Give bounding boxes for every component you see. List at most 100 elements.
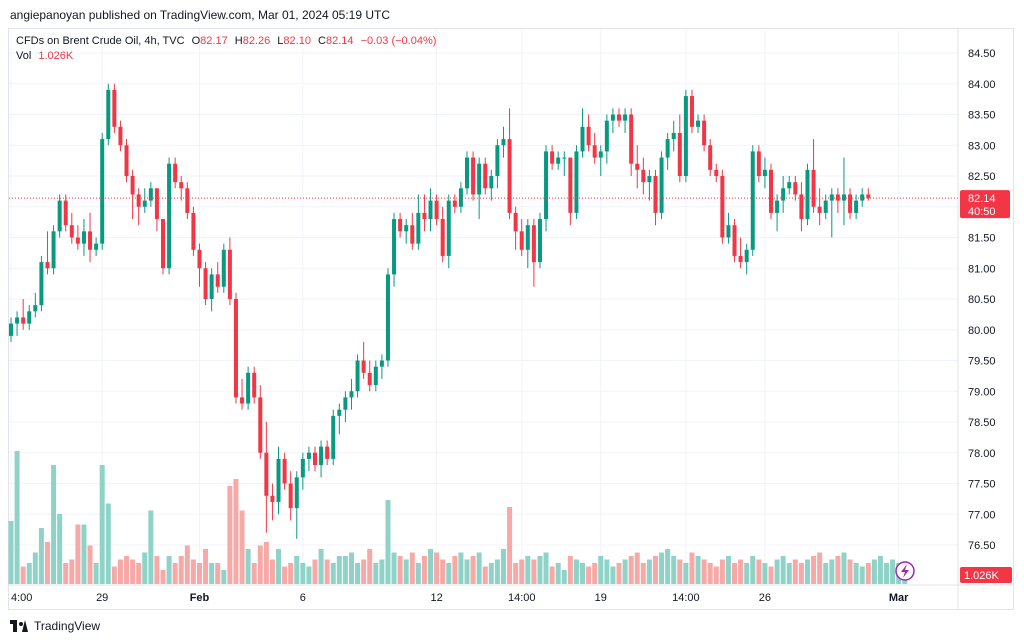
candle-body[interactable] [598, 151, 603, 158]
candle-body[interactable] [57, 200, 62, 232]
candle-body[interactable] [258, 397, 263, 453]
candle-body[interactable] [45, 262, 50, 269]
candle-body[interactable] [270, 495, 275, 502]
candle-body[interactable] [507, 139, 512, 213]
candle-body[interactable] [136, 194, 141, 207]
candle-body[interactable] [276, 458, 281, 502]
candle-body[interactable] [647, 176, 652, 183]
candle-body[interactable] [848, 194, 853, 213]
candle-body[interactable] [106, 89, 111, 140]
candle-body[interactable] [738, 255, 743, 263]
candle-body[interactable] [75, 237, 80, 244]
candle-body[interactable] [708, 145, 713, 170]
candle-body[interactable] [592, 145, 597, 158]
candle-body[interactable] [799, 194, 804, 220]
candle-body[interactable] [805, 169, 810, 220]
candle-body[interactable] [550, 151, 555, 164]
candle-body[interactable] [27, 311, 32, 324]
candle-body[interactable] [416, 212, 421, 244]
candle-body[interactable] [781, 188, 786, 201]
candle-body[interactable] [720, 176, 725, 238]
candle-body[interactable] [349, 391, 354, 398]
candle-body[interactable] [629, 114, 634, 164]
candle-body[interactable] [379, 360, 384, 367]
candle-body[interactable] [33, 305, 38, 312]
candle-body[interactable] [227, 249, 232, 299]
candle-body[interactable] [531, 225, 536, 263]
candle-body[interactable] [829, 194, 834, 201]
candle-body[interactable] [197, 249, 202, 269]
candle-body[interactable] [81, 231, 86, 244]
candle-body[interactable] [544, 151, 549, 220]
candle-body[interactable] [501, 139, 506, 146]
candle-body[interactable] [51, 231, 56, 269]
candle-body[interactable] [325, 446, 330, 459]
candle-body[interactable] [744, 249, 749, 263]
candle-body[interactable] [446, 200, 451, 256]
candle-body[interactable] [21, 317, 26, 324]
candle-body[interactable] [519, 231, 524, 250]
candle-body[interactable] [282, 458, 287, 484]
candle-body[interactable] [331, 415, 336, 459]
candle-body[interactable] [756, 151, 761, 176]
candle-body[interactable] [154, 188, 159, 220]
candle-body[interactable] [860, 194, 865, 201]
candle-body[interactable] [525, 225, 530, 250]
candle-body[interactable] [161, 219, 165, 269]
candle-body[interactable] [118, 126, 123, 146]
candle-body[interactable] [696, 120, 701, 127]
candle-body[interactable] [866, 194, 871, 199]
candle-body[interactable] [9, 323, 13, 336]
candle-body[interactable] [148, 188, 153, 201]
candle-body[interactable] [94, 243, 99, 250]
candle-body[interactable] [300, 458, 305, 478]
candle-body[interactable] [112, 89, 117, 127]
candle-body[interactable] [385, 274, 390, 361]
candle-body[interactable] [665, 139, 670, 158]
candle-body[interactable] [313, 452, 317, 466]
candle-body[interactable] [215, 274, 220, 287]
candle-body[interactable] [130, 176, 135, 195]
candle-body[interactable] [88, 231, 93, 250]
candle-body[interactable] [568, 157, 573, 213]
candle-body[interactable] [434, 200, 439, 220]
candle-body[interactable] [185, 188, 190, 213]
tradingview-brand[interactable]: TradingView [10, 619, 100, 633]
candle-body[interactable] [702, 120, 707, 146]
symbol-label[interactable]: CFDs on Brent Crude Oil, 4h, TVC [16, 35, 185, 47]
candle-body[interactable] [689, 96, 694, 127]
candle-body[interactable] [361, 360, 366, 373]
volume-label[interactable]: Vol [16, 50, 32, 62]
candle-body[interactable] [854, 200, 859, 213]
candle-body[interactable] [471, 157, 476, 195]
candle-body[interactable] [252, 372, 257, 398]
candle-body[interactable] [404, 225, 409, 232]
candle-body[interactable] [458, 188, 463, 207]
candle-body[interactable] [562, 157, 567, 159]
candle-body[interactable] [671, 132, 676, 140]
candle-body[interactable] [240, 397, 245, 404]
candle-body[interactable] [440, 219, 445, 256]
candle-body[interactable] [221, 249, 226, 287]
candle-body[interactable] [817, 206, 822, 213]
candle-body[interactable] [209, 274, 214, 299]
candle-body[interactable] [811, 169, 816, 207]
candle-body[interactable] [750, 151, 755, 250]
candle-body[interactable] [203, 268, 208, 299]
candle-body[interactable] [398, 219, 403, 232]
candle-body[interactable] [537, 219, 542, 263]
candle-body[interactable] [574, 151, 579, 213]
candle-body[interactable] [762, 169, 767, 176]
candle-body[interactable] [489, 176, 494, 189]
candle-body[interactable] [191, 212, 196, 250]
candle-body[interactable] [373, 366, 378, 386]
candle-body[interactable] [477, 163, 482, 195]
candle-body[interactable] [635, 163, 640, 170]
candle-body[interactable] [610, 114, 615, 121]
candle-body[interactable] [586, 126, 591, 146]
candle-body[interactable] [617, 114, 621, 121]
candle-body[interactable] [173, 163, 178, 183]
candle-body[interactable] [264, 452, 269, 496]
candle-body[interactable] [343, 397, 348, 410]
